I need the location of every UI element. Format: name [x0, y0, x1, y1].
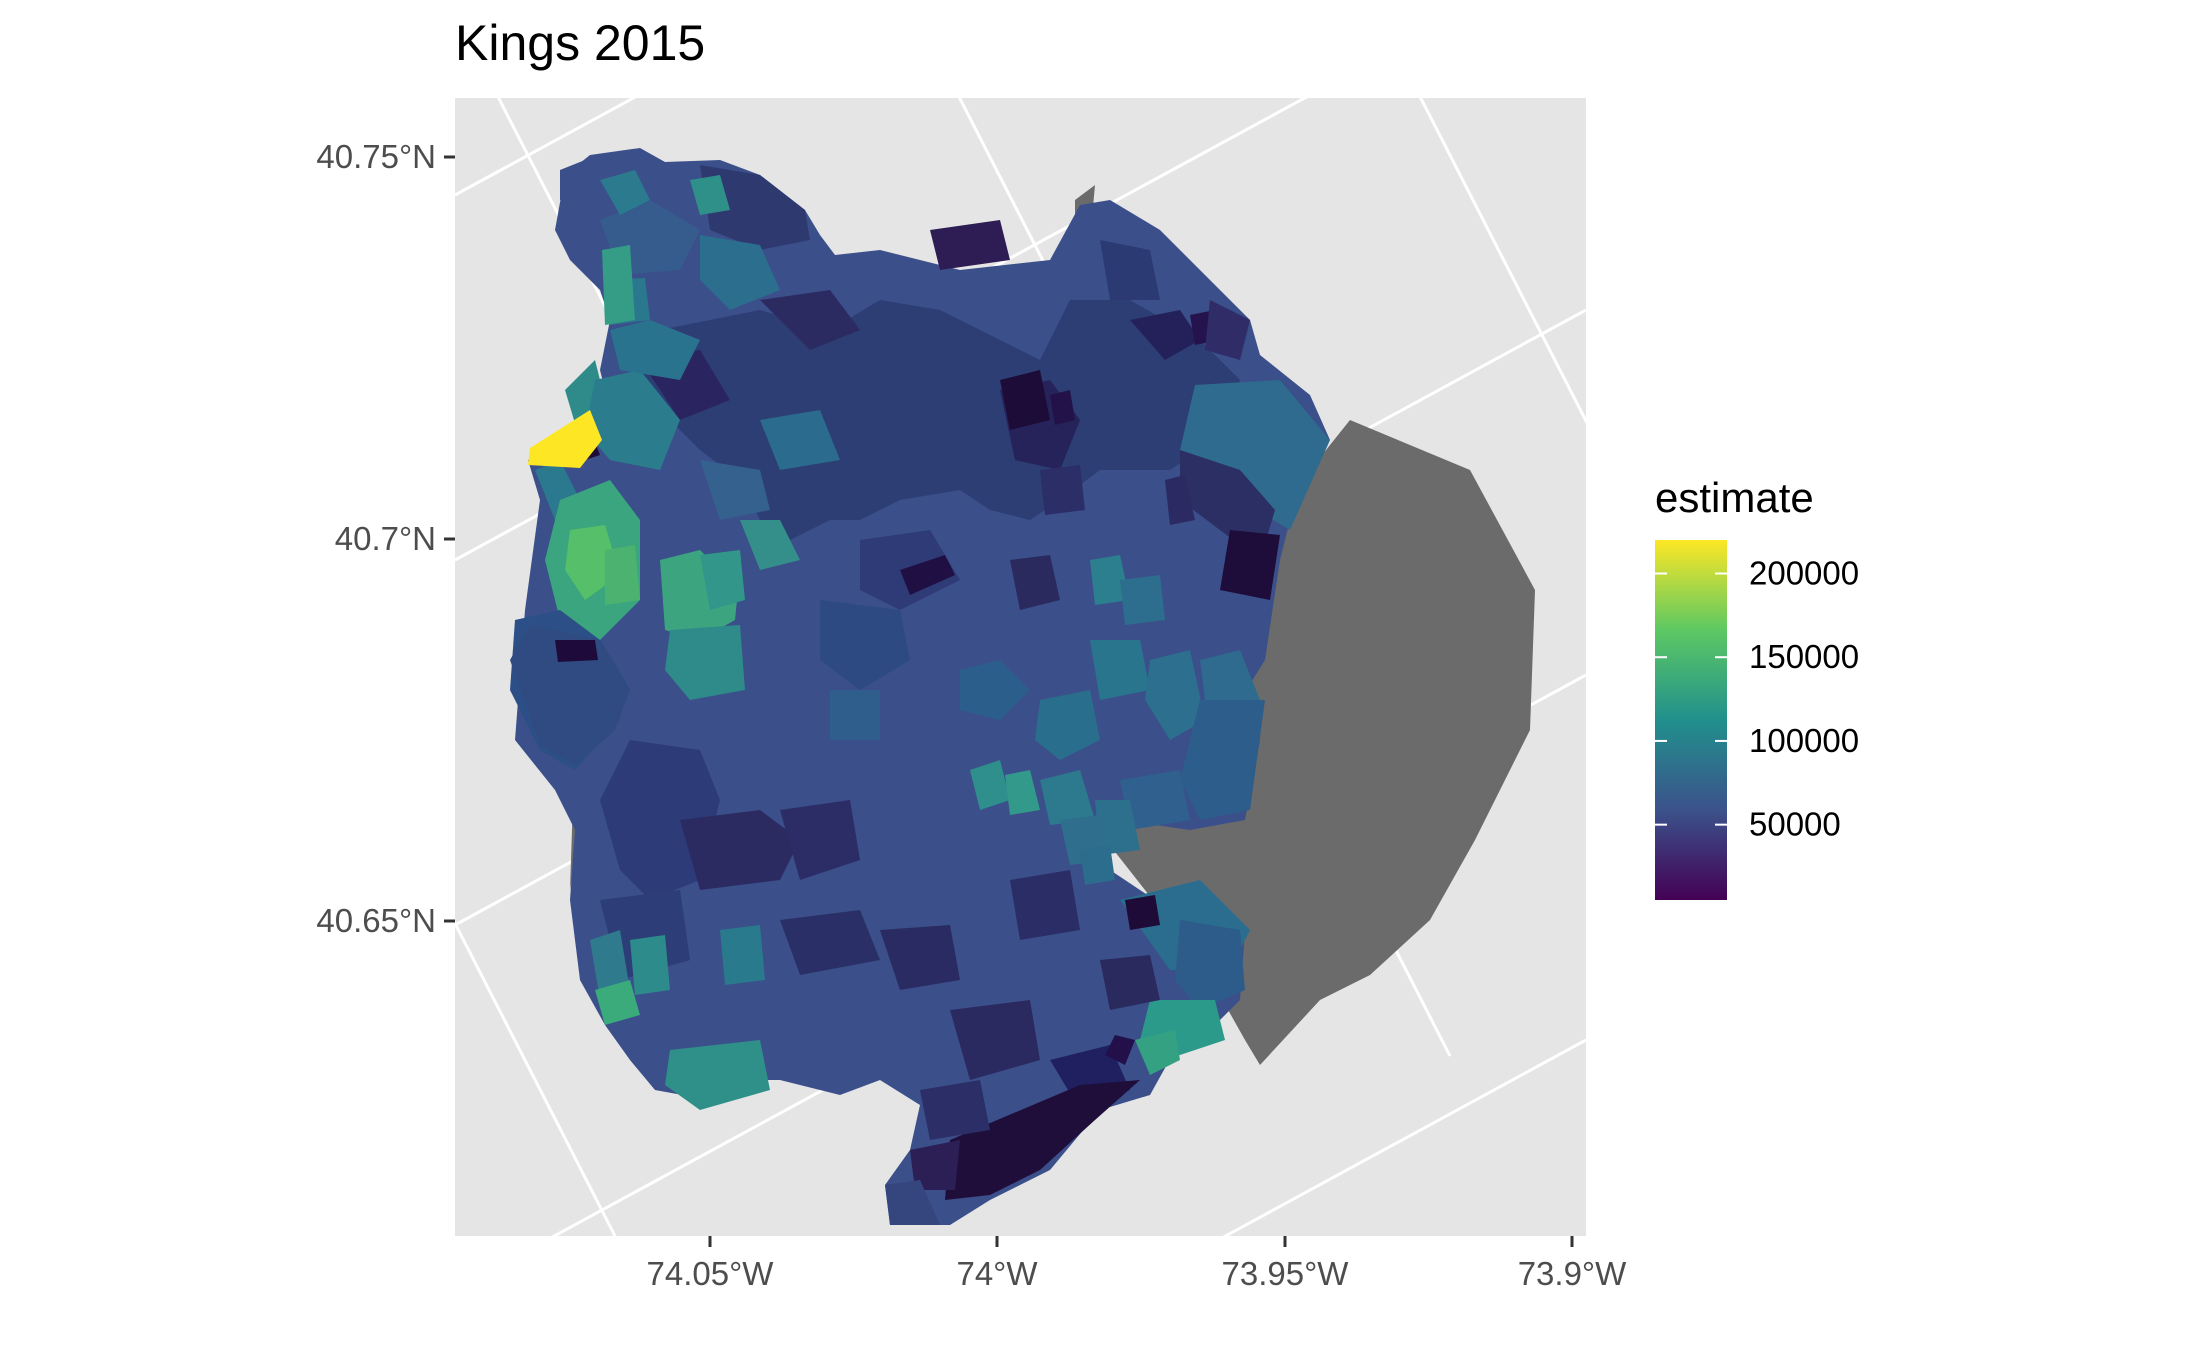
tract-region — [1040, 770, 1095, 825]
legend-ticks: 200000 150000 100000 50000 — [1655, 554, 1859, 843]
tract-region — [560, 160, 600, 210]
legend-tick-label: 100000 — [1749, 722, 1859, 759]
tract-region — [1090, 640, 1150, 700]
tract-region — [640, 300, 1240, 540]
tract-region — [600, 170, 650, 215]
tract-region — [585, 370, 680, 470]
tract-region — [690, 175, 730, 215]
tract-region — [1180, 380, 1330, 530]
x-tick-label: 73.95°W — [1222, 1255, 1350, 1292]
tract-region — [910, 1140, 960, 1190]
legend-tick-label: 200000 — [1749, 554, 1859, 591]
tract-region — [1105, 1035, 1135, 1065]
legend: estimate 200000 150000 100000 50000 — [1655, 474, 1859, 900]
tract-region — [665, 625, 745, 700]
tract-max-estimate — [528, 410, 602, 468]
y-tick-label: 40.65°N — [316, 902, 436, 939]
tract-region — [1100, 955, 1160, 1010]
tract-region — [1050, 390, 1075, 425]
y-axis — [444, 155, 455, 923]
tract-region — [700, 235, 780, 310]
tract-region — [680, 810, 800, 890]
tract-region — [700, 550, 745, 610]
tract-region — [1035, 690, 1100, 760]
tract-region — [970, 760, 1010, 810]
y-tick-label: 40.7°N — [335, 520, 436, 557]
tract-region — [760, 410, 840, 470]
tract-region — [760, 290, 860, 350]
tract-region — [1120, 575, 1165, 625]
tract-region — [602, 245, 635, 325]
tract-region — [1130, 310, 1200, 360]
tract-region — [945, 1080, 1140, 1200]
tract-region — [880, 925, 960, 990]
tract-region — [780, 910, 880, 975]
tract-region — [780, 800, 860, 880]
legend-title: estimate — [1655, 474, 1814, 521]
tract-region — [900, 555, 955, 595]
legend-tick-label: 50000 — [1749, 806, 1841, 843]
tract-region — [1135, 1030, 1180, 1075]
graticule-line — [1222, 1038, 1586, 1236]
tract-region — [740, 520, 800, 570]
tract-region — [1125, 895, 1160, 930]
tract-region — [1010, 870, 1080, 940]
x-tick-label: 74°W — [956, 1255, 1038, 1292]
tract-region — [610, 320, 700, 380]
tract-region — [885, 1180, 940, 1225]
tract-region — [1180, 700, 1265, 820]
tract-region — [555, 640, 598, 662]
tract-region — [605, 545, 640, 605]
tract-region — [1090, 555, 1130, 605]
tract-region — [1000, 370, 1050, 430]
tract-region — [1145, 650, 1205, 740]
y-tick-label: 40.75°N — [316, 138, 436, 175]
tract-region — [830, 690, 880, 740]
x-tick-label: 74.05°W — [647, 1255, 775, 1292]
tract-region — [1165, 475, 1195, 525]
tract-region — [1120, 770, 1190, 830]
tract-region — [595, 980, 640, 1025]
tract-region — [1175, 920, 1245, 1010]
chart-title: Kings 2015 — [455, 15, 706, 71]
legend-tick-label: 150000 — [1749, 638, 1859, 675]
tract-region — [1005, 770, 1040, 815]
x-axis — [708, 1236, 1574, 1247]
tract-region — [510, 625, 630, 765]
tract-region — [930, 220, 1010, 270]
tract-region — [950, 1000, 1040, 1080]
tract-region — [720, 925, 765, 985]
x-tick-label: 73.9°W — [1518, 1255, 1627, 1292]
tract-region — [700, 165, 810, 250]
tract-region — [1010, 555, 1060, 610]
tract-region — [630, 935, 670, 995]
legend-colorbar — [1655, 540, 1727, 900]
tract-region — [960, 660, 1030, 720]
tract-region — [590, 930, 630, 1000]
tract-region — [600, 740, 720, 900]
tract-region — [1100, 240, 1160, 300]
tract-region — [820, 600, 910, 690]
tract-region — [1220, 530, 1280, 600]
tract-region — [665, 1040, 770, 1110]
tract-region — [1205, 300, 1250, 360]
kings-county-tracts — [510, 148, 1330, 1225]
tract-region — [700, 460, 770, 520]
tract-region — [920, 1080, 990, 1140]
graticule-line — [1419, 98, 1586, 425]
tract-region — [1080, 845, 1115, 885]
tract-region — [1095, 800, 1140, 855]
tract-region — [1040, 465, 1085, 515]
graticule-line — [455, 920, 617, 1236]
